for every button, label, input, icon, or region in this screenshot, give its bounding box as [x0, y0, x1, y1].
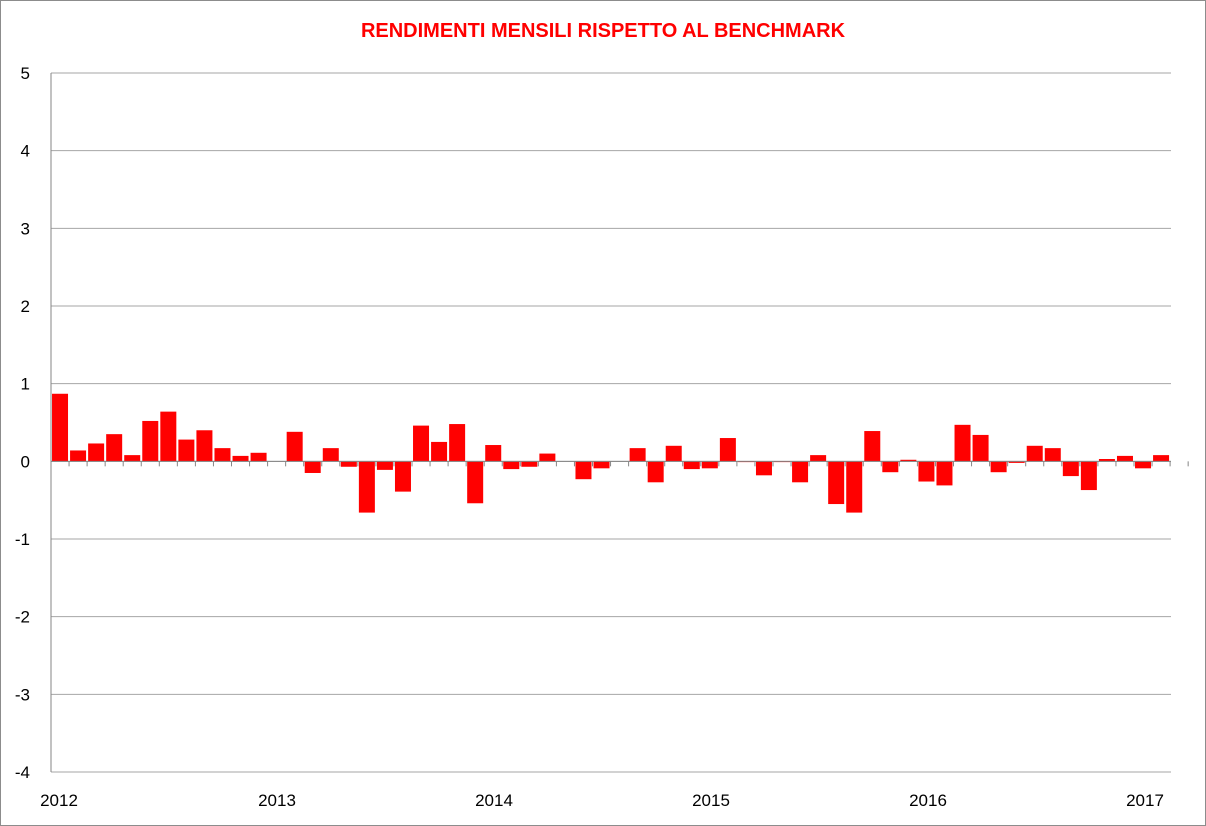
x-tick-label: 2016	[909, 791, 947, 810]
x-tick-label: 2013	[258, 791, 296, 810]
bar	[160, 411, 177, 462]
bar	[503, 461, 520, 470]
bar	[214, 448, 231, 462]
bar	[1080, 461, 1097, 491]
bar	[431, 441, 448, 462]
bar	[485, 445, 502, 462]
bar	[755, 461, 772, 476]
bar	[1044, 448, 1061, 462]
y-tick-label: 1	[21, 375, 30, 394]
bar	[665, 445, 682, 462]
bar	[394, 461, 411, 492]
y-tick-label: -3	[15, 685, 30, 704]
bar	[178, 439, 195, 462]
chart-title: RENDIMENTI MENSILI RISPETTO AL BENCHMARK	[360, 20, 846, 42]
bar	[88, 443, 105, 462]
y-tick-label: -4	[15, 763, 30, 782]
y-tick-label: 5	[21, 64, 30, 83]
bar	[593, 461, 610, 469]
bar	[1062, 461, 1079, 477]
bar	[1153, 455, 1170, 462]
bar	[810, 455, 827, 462]
bar	[918, 461, 935, 482]
bar	[1116, 455, 1133, 462]
x-tick-label: 2017	[1126, 791, 1164, 810]
bar	[70, 450, 87, 462]
bar	[539, 453, 556, 462]
bar	[1135, 461, 1152, 469]
y-tick-label: 0	[21, 452, 30, 471]
bar	[449, 424, 466, 462]
bar	[413, 425, 430, 462]
x-tick-label: 2015	[692, 791, 730, 810]
bar	[701, 461, 718, 469]
bar	[990, 461, 1007, 473]
bar	[124, 455, 141, 462]
y-tick-label: 2	[21, 297, 30, 316]
y-tick-label: 4	[21, 142, 30, 161]
x-tick-label: 2012	[40, 791, 78, 810]
x-tick-label: 2014	[475, 791, 513, 810]
bar	[792, 461, 809, 483]
bar	[376, 461, 393, 470]
bar	[882, 461, 899, 473]
bar	[467, 461, 484, 504]
y-tick-label: 3	[21, 219, 30, 238]
y-tick-label: -1	[15, 530, 30, 549]
bar	[864, 431, 881, 462]
bar	[196, 430, 213, 462]
bar	[575, 461, 592, 480]
bar	[340, 461, 357, 467]
bar	[52, 393, 69, 462]
y-tick-label: -2	[15, 608, 30, 627]
bar	[846, 461, 863, 513]
bar	[1008, 461, 1025, 463]
bar	[1026, 445, 1043, 462]
bar	[954, 424, 971, 462]
bar	[142, 420, 159, 462]
bar	[250, 452, 267, 462]
bar	[521, 461, 538, 467]
bar	[972, 434, 989, 462]
bar	[106, 434, 123, 462]
bar	[936, 461, 953, 486]
bar	[629, 448, 646, 462]
bar	[322, 448, 339, 462]
bar	[900, 459, 917, 462]
bar	[304, 461, 321, 473]
bar	[286, 431, 303, 462]
bar	[683, 461, 700, 470]
bar	[647, 461, 664, 483]
bar	[232, 455, 249, 462]
bar	[1098, 459, 1115, 462]
bar	[828, 461, 845, 505]
bar	[358, 461, 375, 513]
bar	[719, 438, 736, 462]
